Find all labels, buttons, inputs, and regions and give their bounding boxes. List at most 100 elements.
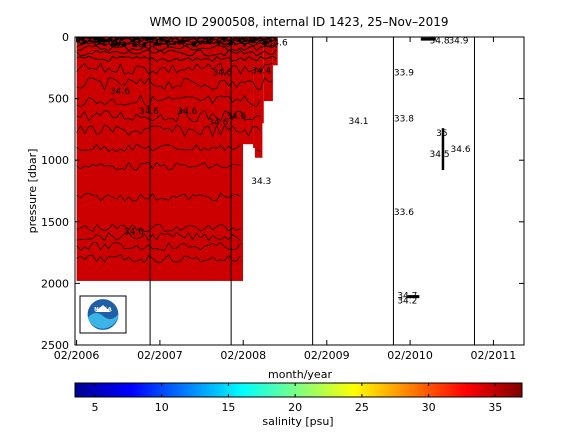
contour-speck: [137, 41, 141, 43]
contour-speck: [221, 37, 226, 41]
data-gap: [262, 123, 266, 158]
contour-label: 33.9: [394, 69, 414, 79]
contour-speck: [248, 40, 252, 43]
colorbar-tick-label: 20: [288, 401, 302, 414]
contour-speck: [97, 40, 102, 44]
contour-speck: [110, 42, 113, 44]
salinity-fill-segment: [253, 37, 264, 158]
contour-speck: [81, 38, 85, 41]
contour-speck: [192, 44, 196, 47]
contour-speck: [115, 37, 119, 41]
contour-speck: [192, 41, 197, 45]
chart-title: WMO ID 2900508, internal ID 1423, 25–Nov…: [150, 15, 449, 29]
contour-line: [76, 124, 261, 138]
contour-label: 34.6: [177, 107, 197, 117]
x-tick-label: 02/2009: [304, 349, 350, 362]
y-axis: 0 500 1000 1500 2000 2500: [41, 31, 524, 352]
contour-speck: [205, 40, 209, 43]
y-tick-label: 2000: [41, 277, 69, 290]
contour-line: [76, 38, 277, 46]
contour-line: [76, 94, 261, 108]
surface-profile: [420, 37, 436, 41]
contour-speck: [96, 37, 101, 41]
contour-speck: [207, 38, 209, 42]
contour-speck: [83, 40, 88, 43]
contour-line: [76, 242, 241, 251]
contour-speck: [121, 43, 123, 46]
y-tick-label: 0: [62, 31, 69, 44]
contour-speck: [262, 38, 266, 41]
contour-speck: [238, 37, 241, 41]
contour-label: 34.6: [208, 118, 228, 128]
contour-line: [76, 62, 273, 76]
contour-speck: [186, 43, 189, 46]
contour-speck: [233, 43, 237, 46]
contour-speck: [164, 38, 166, 42]
contour-speck: [173, 42, 176, 45]
colorbar: [74, 382, 523, 398]
contour-speck: [93, 37, 98, 41]
contour-lines: [76, 37, 445, 299]
contour-line: [76, 143, 261, 153]
contour-speck: [155, 41, 159, 45]
y-tick-label: 2500: [41, 339, 69, 352]
contour-label: 34.9: [448, 37, 468, 47]
contour-label: 34.1: [348, 117, 368, 127]
contour-speck: [115, 40, 118, 43]
contour-speck: [89, 37, 93, 39]
contour-label: 34.6: [110, 87, 130, 97]
colorbar-tick-label: 25: [355, 401, 369, 414]
contour-line: [76, 192, 241, 202]
contour-speck: [167, 39, 169, 43]
contour-line: [76, 55, 277, 63]
contour-line: [76, 77, 273, 91]
contour-label: 35: [436, 129, 447, 139]
contour-speck: [224, 37, 228, 39]
contour-speck: [205, 42, 210, 44]
contour-speck: [230, 40, 234, 42]
salinity-fill-segment: [263, 37, 273, 102]
contour-speck: [158, 37, 163, 41]
contour-speck: [240, 37, 244, 39]
contour-speck: [132, 43, 137, 47]
deep-profile: [407, 295, 420, 299]
contour-speck: [200, 40, 205, 44]
contour-speck: [123, 42, 126, 46]
x-tick-label: 02/2008: [220, 349, 266, 362]
contour-speck: [135, 37, 140, 40]
contour-speck: [143, 43, 147, 47]
contour-speck: [130, 40, 133, 42]
contour-speck: [79, 42, 83, 46]
contour-speck: [238, 39, 242, 43]
contour-speck: [138, 39, 141, 42]
contour-label: 34.6: [268, 39, 288, 49]
contour-speck: [82, 42, 86, 45]
colorbar-tick-label: 35: [488, 401, 502, 414]
contour-speck: [109, 43, 115, 46]
contour-speck: [231, 41, 234, 45]
colorbar-ticks: 5 10 15 20 25 30 35: [92, 383, 502, 414]
contour-speck: [116, 43, 121, 46]
vertical-gridlines: [149, 37, 475, 345]
x-axis-label: month/year: [268, 368, 332, 381]
x-axis: 02/2006 02/2007 02/2008 02/2009 02/2010 02/20…: [54, 37, 516, 362]
x-tick-label: 02/2006: [54, 349, 100, 362]
contour-labels: 34.634.6 34.634.634.634.6 34.434.634.634.3…: [110, 37, 471, 307]
contour-speck: [177, 41, 181, 45]
y-tick-label: 1000: [41, 154, 69, 167]
contour-speck: [142, 37, 145, 41]
contour-speck: [253, 37, 257, 41]
contour-speck: [207, 41, 212, 44]
contour-speck: [142, 42, 147, 45]
contour-speck: [131, 38, 136, 41]
contour-speck: [226, 43, 231, 45]
contour-line: [76, 232, 241, 242]
contour-speck: [209, 40, 214, 42]
contour-speck: [109, 37, 113, 41]
contour-label: 34.5: [430, 150, 450, 160]
contour-speck: [103, 43, 106, 46]
contour-speck: [228, 41, 233, 45]
contour-speck: [78, 38, 83, 41]
contour-speck: [269, 39, 273, 42]
contour-speck: [154, 39, 159, 41]
